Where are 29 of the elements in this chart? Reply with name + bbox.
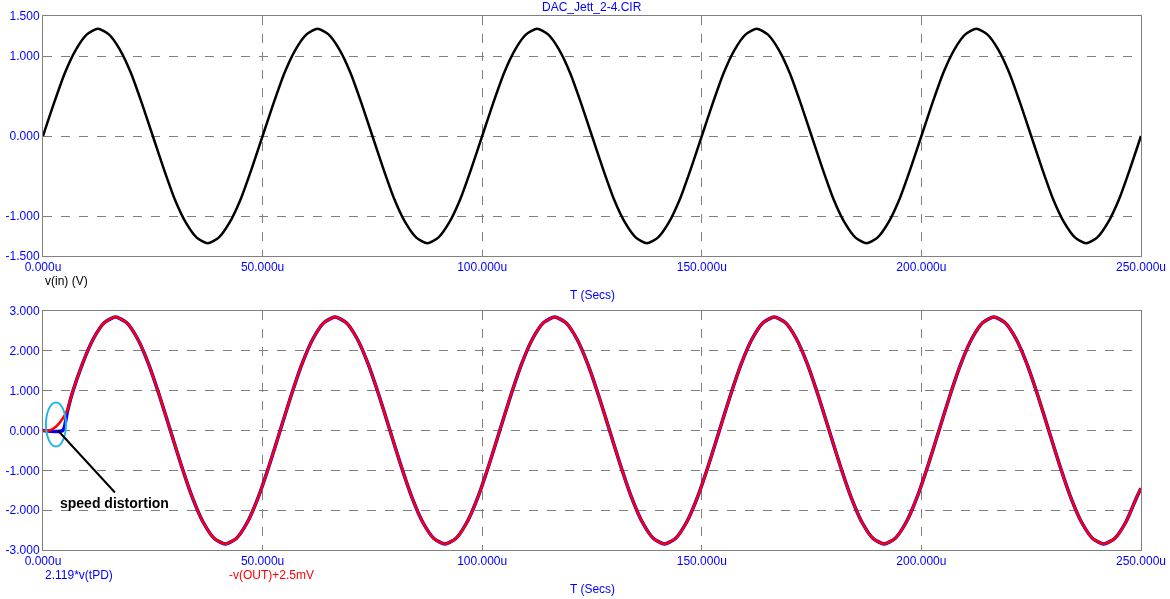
text: -v(OUT)+2.5mV (229, 568, 315, 582)
x-axis-title: T (Secs) (570, 582, 616, 596)
x-tick-label: 50.000u (240, 554, 285, 569)
x-tick-label: 150.000u (676, 554, 727, 569)
x-tick-label: 200.000u (896, 260, 947, 275)
y-tick-label: -2.000 (5, 503, 40, 518)
annotation: speed distortion (60, 495, 169, 511)
y-tick-label: -1.000 (5, 209, 40, 224)
y-tick-label: 3.000 (9, 304, 40, 319)
y-tick-label: 2.000 (9, 344, 40, 359)
x-tick-label: 50.000u (240, 260, 285, 275)
x-tick-label: 250.000u (1115, 260, 1167, 275)
x-axis-title: T (Secs) (570, 288, 616, 302)
y-tick-label: 1.000 (9, 49, 40, 64)
x-tick-label: 200.000u (896, 554, 947, 569)
text: 2.119*v(tPD) (45, 568, 113, 582)
y-tick-label: 0.000 (9, 129, 40, 144)
y-tick-label: 0.000 (9, 423, 40, 438)
y-tick-label: 1.000 (9, 383, 40, 398)
x-tick-label: 150.000u (676, 260, 727, 275)
x-tick-label: 100.000u (457, 554, 508, 569)
text: v(in) (V) (45, 274, 88, 288)
y-tick-label: -1.000 (5, 463, 40, 478)
y-tick-label: 1.500 (9, 9, 40, 24)
x-tick-label: 250.000u (1115, 554, 1167, 569)
x-tick-label: 100.000u (457, 260, 508, 275)
chart-title: DAC_Jett_2-4.CIR (542, 0, 642, 14)
x-tick-label: 0.000u (24, 554, 62, 569)
x-tick-label: 0.000u (24, 260, 62, 275)
